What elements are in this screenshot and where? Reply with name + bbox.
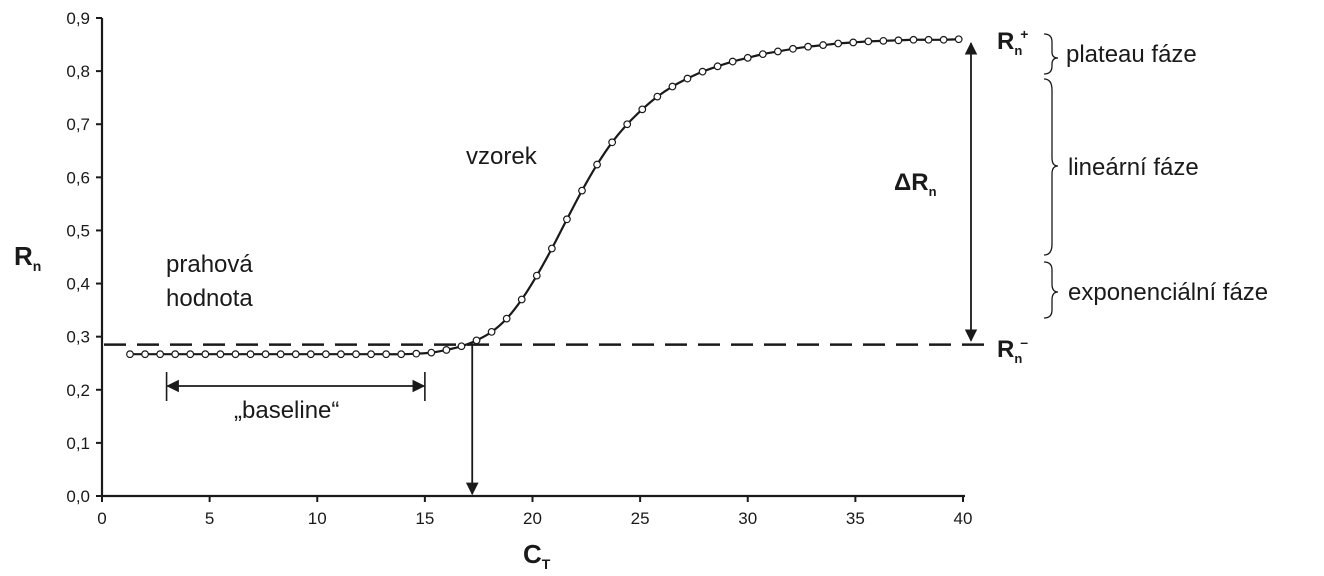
data-point: [939, 35, 948, 44]
data-point: [427, 348, 436, 357]
data-point: [563, 215, 571, 224]
data-point: [186, 350, 195, 359]
brace-exponential: [1043, 261, 1059, 319]
data-point: [321, 350, 330, 359]
data-point: [653, 92, 662, 101]
x-tick-label: 0: [97, 509, 106, 528]
annotation-linear: lineární fáze: [1068, 154, 1199, 181]
y-tick-label: 0,2: [66, 381, 90, 400]
data-point: [668, 82, 677, 91]
y-tick-label: 0,4: [66, 275, 90, 294]
series-line-sample: [129, 38, 959, 356]
data-point: [412, 349, 421, 358]
data-point: [547, 244, 556, 253]
data-point: [894, 36, 903, 45]
data-point: [156, 350, 165, 359]
x-axis-label: CT: [523, 539, 551, 572]
x-tick-label: 5: [205, 509, 214, 528]
series-points: [126, 35, 963, 359]
data-point: [126, 350, 134, 359]
data-point: [201, 350, 210, 359]
data-point: [442, 346, 451, 354]
data-point: [231, 350, 240, 359]
data-point: [261, 350, 270, 359]
y-ticks: 0,0 0,1 0,2 0,3 0,4 0,5 0,6 0,7 0,8 0,9: [66, 9, 102, 506]
y-tick-label: 0,7: [66, 115, 90, 134]
data-point: [773, 47, 782, 56]
annotation-threshold: prahová hodnota: [166, 251, 259, 312]
brace-plateau: [1043, 33, 1059, 75]
x-ticks: 0 5 10 15 20 25 30 35 40: [97, 496, 972, 528]
data-point: [849, 38, 858, 47]
data-point: [487, 327, 496, 336]
data-point: [517, 295, 526, 304]
data-point: [502, 314, 511, 323]
data-point: [638, 105, 647, 114]
y-tick-label: 0,9: [66, 9, 90, 28]
data-point: [472, 336, 481, 345]
data-point: [532, 271, 541, 280]
data-point: [608, 138, 617, 147]
x-tick-label: 10: [308, 509, 327, 528]
data-point: [864, 37, 873, 46]
data-point: [171, 350, 180, 359]
data-point: [291, 350, 300, 359]
annotation-r-plus: Rn+: [997, 26, 1028, 58]
data-point: [819, 41, 827, 49]
data-point: [276, 350, 285, 359]
data-point: [457, 342, 466, 351]
annotation-threshold-line2: hodnota: [166, 285, 253, 312]
data-point: [909, 35, 918, 44]
data-point: [954, 35, 963, 44]
y-axis-label: Rn: [14, 241, 41, 274]
data-point: [743, 53, 752, 62]
data-point: [758, 50, 767, 59]
data-point: [623, 120, 632, 129]
data-point: [397, 350, 406, 359]
y-tick-label: 0,1: [66, 434, 90, 453]
brace-linear: [1043, 78, 1059, 256]
data-point: [337, 350, 345, 359]
x-tick-label: 15: [415, 509, 434, 528]
data-point: [879, 36, 888, 45]
data-point: [728, 57, 737, 66]
x-tick-label: 20: [523, 509, 542, 528]
data-point: [713, 62, 722, 71]
data-point: [382, 350, 391, 359]
data-point: [352, 350, 360, 359]
data-point: [246, 350, 255, 359]
y-tick-label: 0,3: [66, 328, 90, 347]
data-point: [578, 186, 586, 195]
data-point: [306, 350, 315, 359]
y-tick-label: 0,8: [66, 62, 90, 81]
annotation-r-minus: Rn–: [997, 334, 1028, 366]
annotation-plateau: plateau fáze: [1066, 41, 1197, 68]
data-point: [924, 35, 933, 44]
y-tick-label: 0,6: [66, 168, 90, 187]
data-point: [216, 350, 225, 359]
annotation-baseline: „baseline“: [234, 397, 339, 424]
data-point: [789, 44, 797, 53]
annotation-delta-rn: ΔRn: [894, 169, 937, 199]
data-point: [804, 42, 812, 51]
data-point: [834, 39, 843, 48]
data-point: [698, 67, 707, 76]
data-point: [683, 74, 692, 83]
x-tick-label: 40: [954, 509, 973, 528]
x-tick-label: 25: [631, 509, 650, 528]
data-point: [367, 350, 375, 359]
x-tick-label: 35: [846, 509, 865, 528]
annotation-exponential: exponenciální fáze: [1068, 279, 1268, 306]
y-tick-label: 0,0: [66, 487, 90, 506]
annotation-sample: vzorek: [466, 143, 538, 170]
data-point: [593, 160, 601, 169]
y-tick-label: 0,5: [66, 221, 90, 240]
x-tick-label: 30: [738, 509, 757, 528]
data-point: [141, 350, 149, 359]
annotation-threshold-line1: prahová: [166, 251, 253, 278]
